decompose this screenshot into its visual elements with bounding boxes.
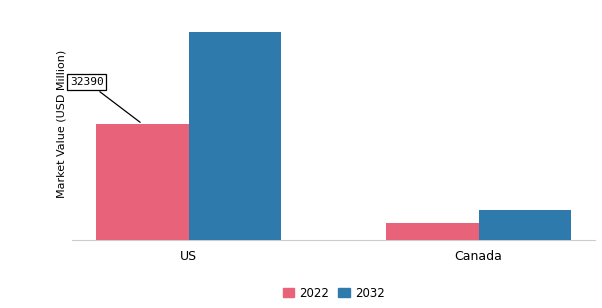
Bar xyxy=(96,124,189,240)
Bar xyxy=(479,210,571,240)
Bar xyxy=(386,223,479,240)
Y-axis label: Market Value (USD Million): Market Value (USD Million) xyxy=(57,50,67,198)
Legend: 2022, 2032: 2022, 2032 xyxy=(278,282,389,304)
Bar xyxy=(189,32,282,240)
Text: 32390: 32390 xyxy=(70,77,140,122)
